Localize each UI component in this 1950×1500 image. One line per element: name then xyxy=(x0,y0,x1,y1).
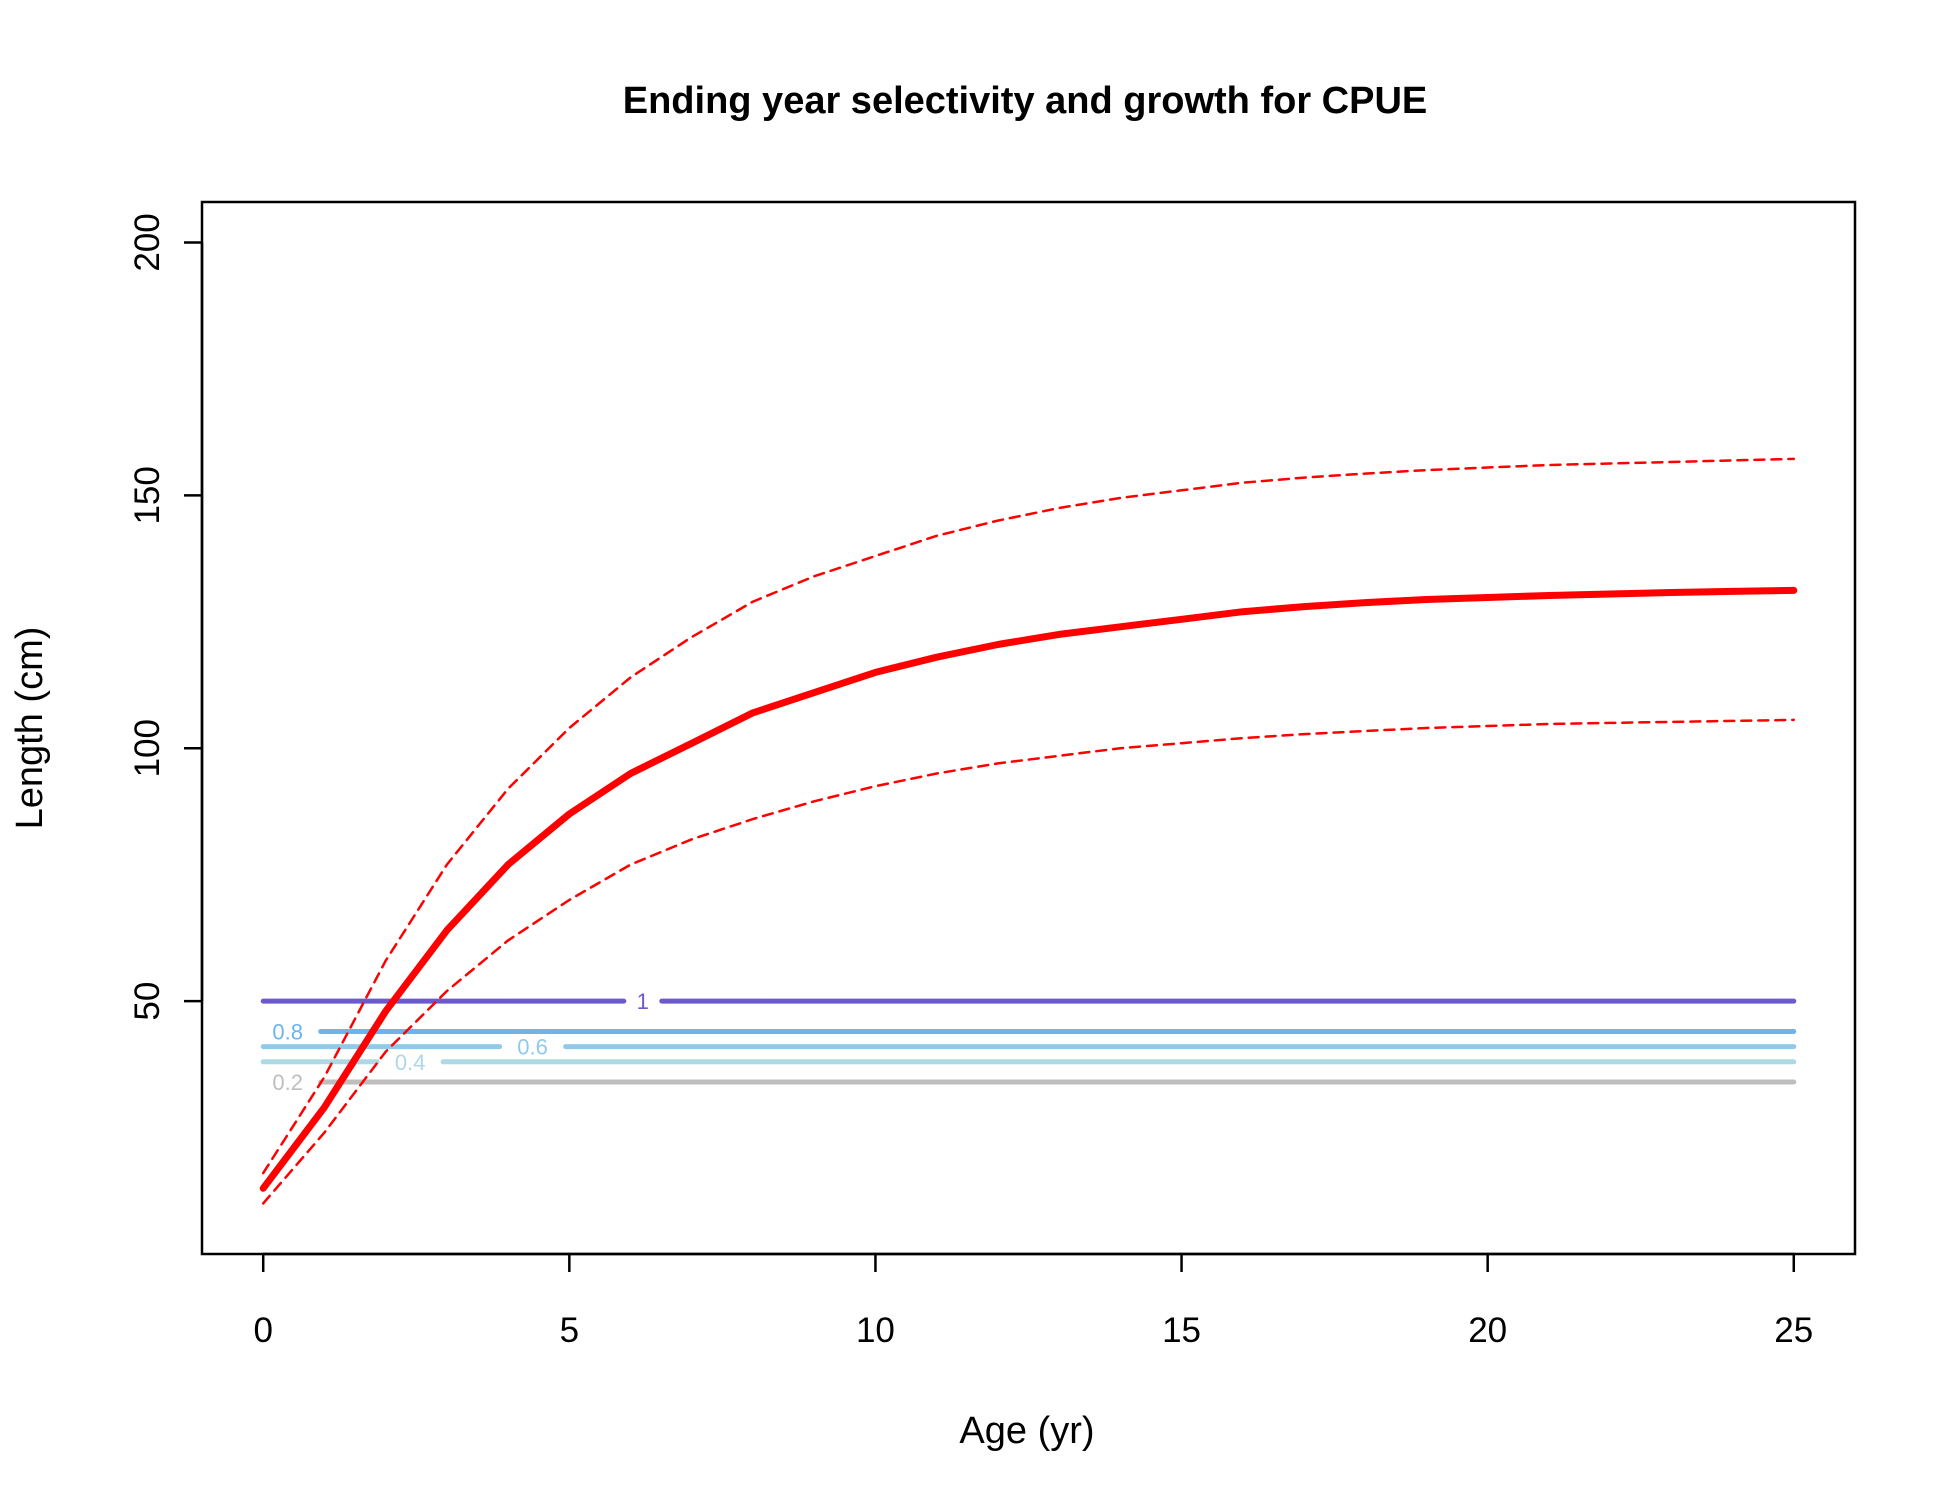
x-tick-label: 20 xyxy=(1468,1311,1507,1350)
x-axis: 0 5 10 15 20 25 xyxy=(253,1252,1813,1350)
y-tick-label: 150 xyxy=(128,466,167,524)
y-tick-label: 50 xyxy=(128,982,167,1021)
contour-label: 0.6 xyxy=(517,1035,548,1060)
chart-title: Ending year selectivity and growth for C… xyxy=(623,80,1428,122)
plot-frame xyxy=(200,200,1857,1256)
lower-interval-line xyxy=(261,718,1796,1205)
contour-label: 0.8 xyxy=(272,1019,303,1044)
x-tick-label: 0 xyxy=(253,1311,272,1350)
x-tick-label: 25 xyxy=(1774,1311,1813,1350)
x-axis-title: Age (yr) xyxy=(959,1410,1094,1452)
upper-interval-line xyxy=(261,457,1796,1175)
x-tick-label: 10 xyxy=(856,1311,895,1350)
contour-label: 0.4 xyxy=(395,1050,426,1075)
contour-label: 0.2 xyxy=(272,1070,303,1095)
y-axis-title: Length (cm) xyxy=(9,627,51,830)
growth-curves xyxy=(259,457,1798,1205)
y-tick-label: 200 xyxy=(128,213,167,271)
y-axis: 50 100 150 200 xyxy=(128,213,204,1021)
mean-growth-line xyxy=(259,586,1798,1192)
selectivity-contours: 1 0.8 0.6 0.4 0.2 xyxy=(260,989,1797,1095)
contour-label: 1 xyxy=(637,989,649,1014)
x-tick-label: 5 xyxy=(560,1311,579,1350)
x-tick-label: 15 xyxy=(1162,1311,1201,1350)
y-tick-label: 100 xyxy=(128,719,167,777)
